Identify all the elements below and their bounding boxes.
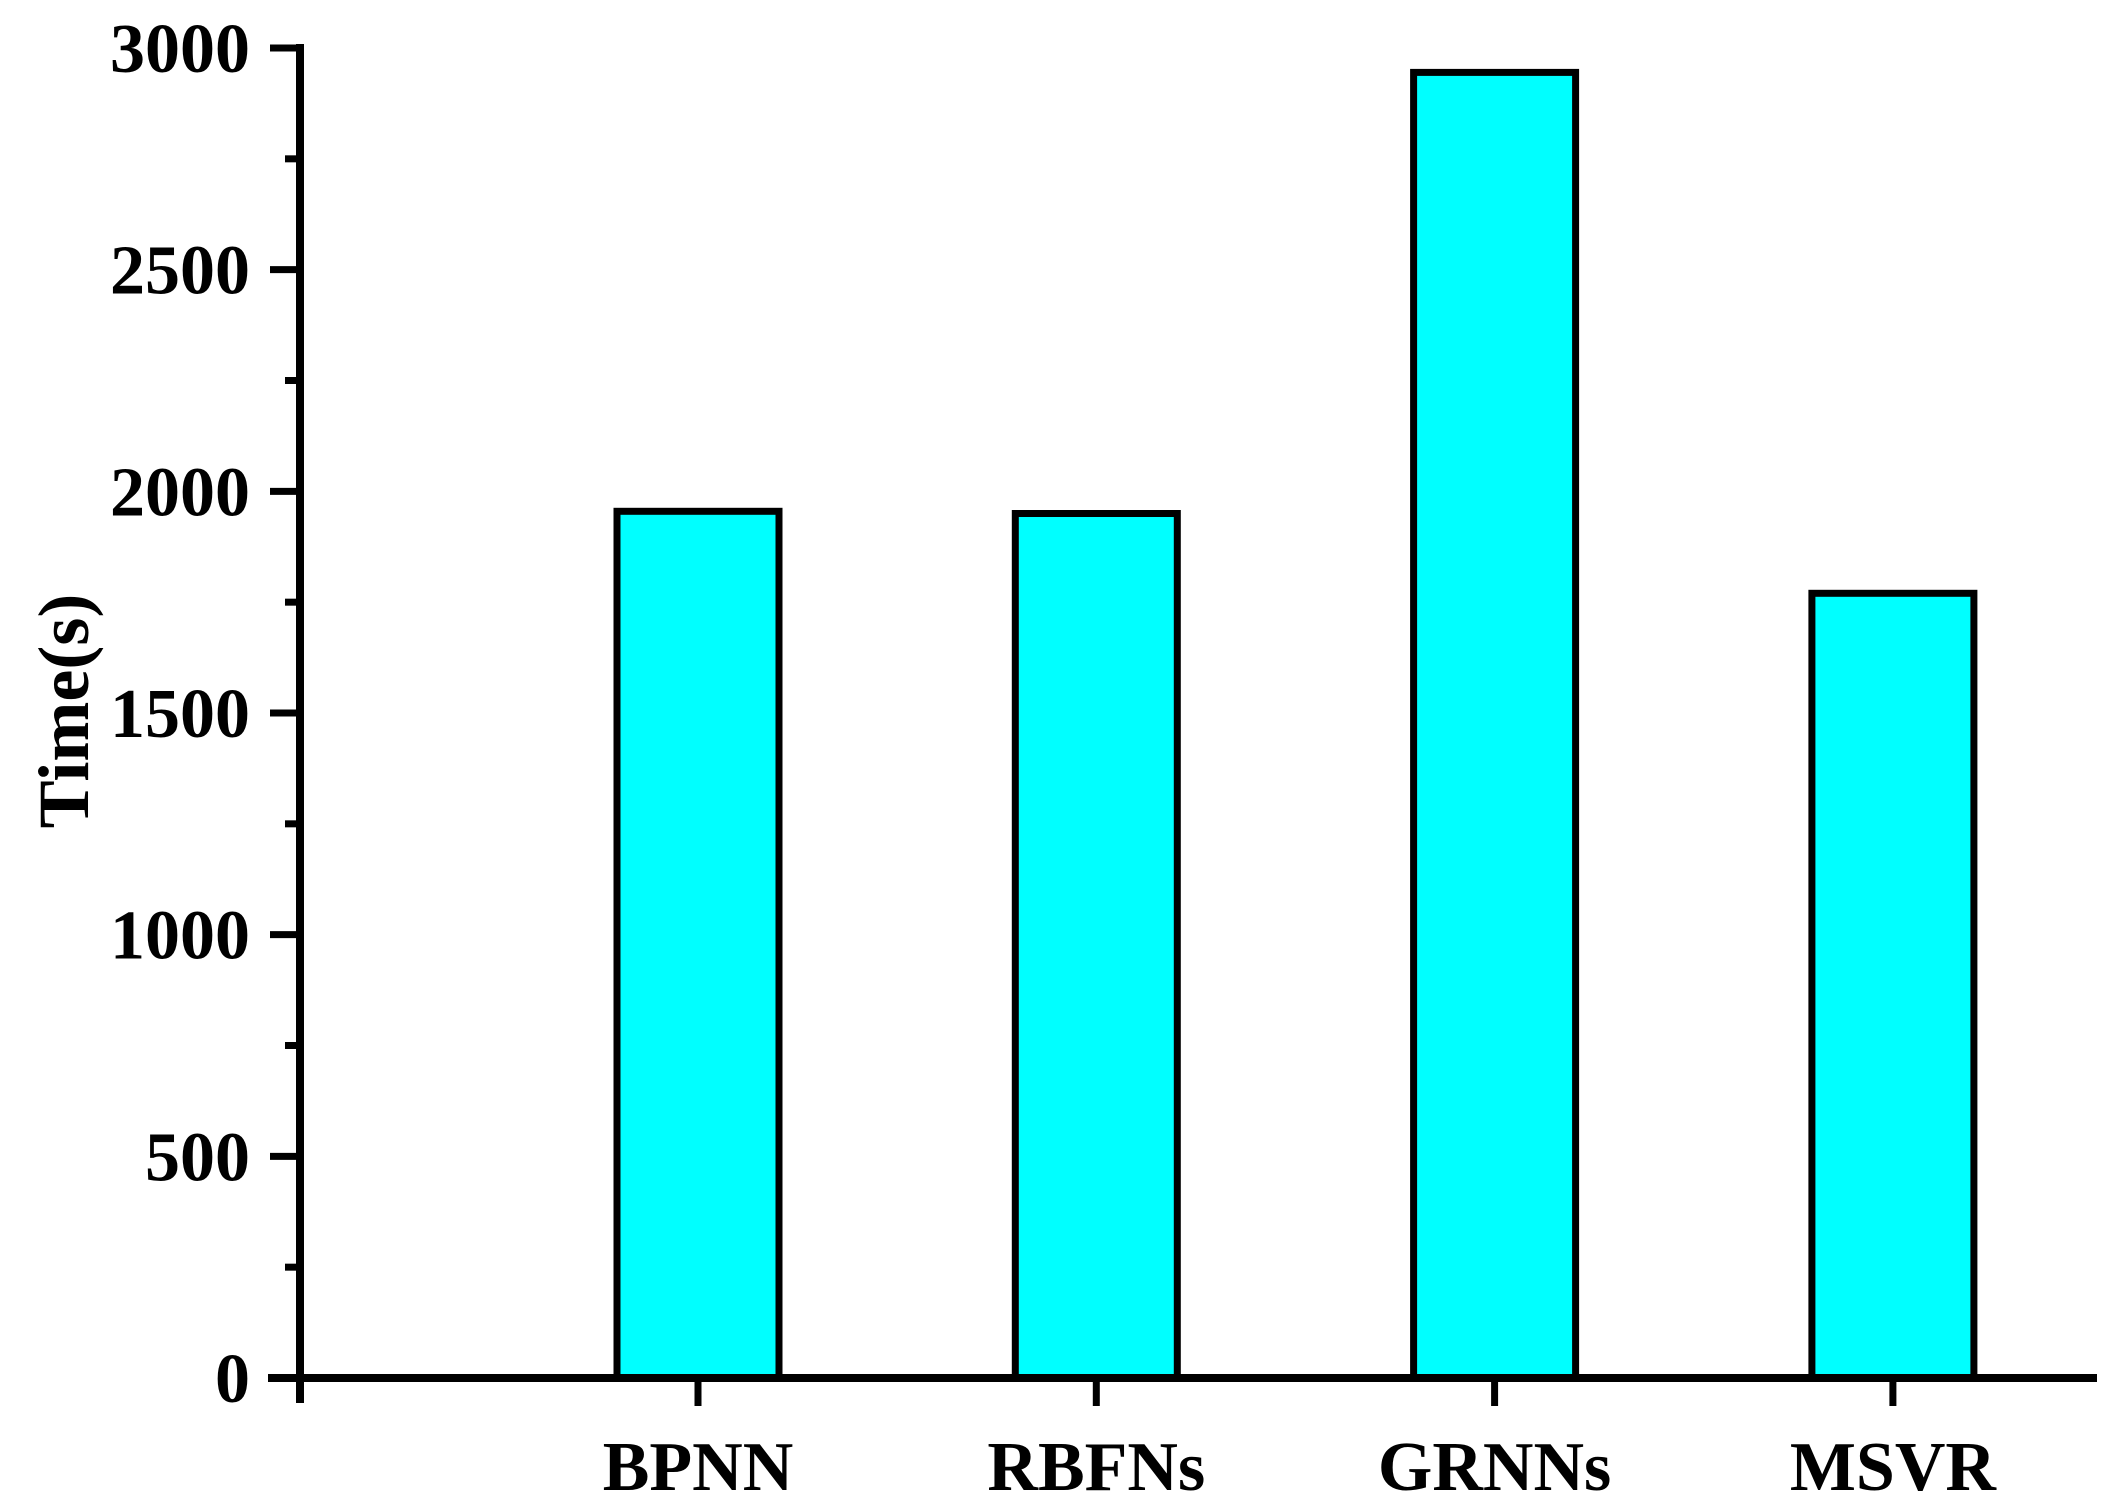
y-tick-label: 1500 [110, 676, 250, 753]
y-tick-label: 3000 [110, 11, 250, 88]
x-category-label-grnns: GRNNs [1378, 1429, 1611, 1501]
bar-msvr [1808, 589, 1978, 1382]
axes-group [268, 44, 2097, 1406]
y-tick-label: 2000 [110, 454, 250, 531]
bars-group [613, 68, 1978, 1382]
y-tick-label: 500 [145, 1119, 250, 1196]
x-category-label-rbfns: RBFNs [987, 1429, 1205, 1501]
y-tick-label: 2500 [110, 233, 250, 310]
bar-bpnn [613, 507, 783, 1382]
y-tick-label: 1000 [110, 898, 250, 975]
bar-grnns [1410, 68, 1580, 1382]
x-category-label-bpnn: BPNN [603, 1429, 794, 1501]
bar-rbfns [1011, 510, 1181, 1382]
labels-group: 0 500 1000 1500 2000 2500 3000 BPNN RBFNs GRNNs MS… [24, 11, 1997, 1501]
y-tick-label: 0 [215, 1341, 250, 1418]
x-category-label-msvr: MSVR [1790, 1429, 1998, 1501]
y-axis-title: Time(s) [24, 594, 104, 829]
